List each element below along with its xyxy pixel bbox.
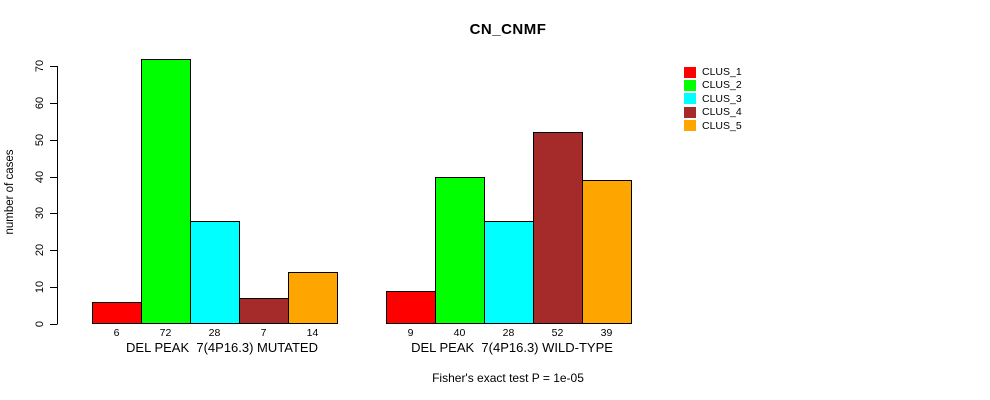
legend-item: CLUS_2 [684, 79, 742, 91]
y-tick-label: 20 [34, 244, 46, 257]
bar-value-label: 7 [260, 327, 267, 339]
bar-clus_2-group1 [141, 58, 191, 324]
bar-clus_5-group1 [288, 272, 338, 324]
legend: CLUS_1 CLUS_2 CLUS_3 CLUS_4 CLUS_5 [684, 66, 794, 141]
bar-clus_4-group1 [239, 298, 289, 324]
bar-clus_5-group2 [582, 180, 632, 324]
y-tick-label: 10 [34, 281, 46, 294]
legend-swatch [684, 120, 696, 132]
legend-item: CLUS_4 [684, 106, 742, 118]
y-tick-label: 60 [34, 96, 46, 109]
y-tick-label: 50 [34, 133, 46, 146]
legend-label: CLUS_4 [702, 106, 742, 119]
bar-clus_4-group2 [533, 132, 583, 324]
legend-swatch [684, 79, 696, 91]
bar-clus_1-group1 [92, 301, 142, 324]
chart-title: CN_CNMF [469, 21, 547, 38]
legend-label: CLUS_3 [702, 92, 742, 105]
bar-value-label: 28 [502, 327, 515, 339]
legend-swatch [684, 106, 696, 118]
legend-swatch [684, 66, 696, 78]
y-tick-label: 30 [34, 207, 46, 220]
legend-swatch [684, 93, 696, 105]
bar-clus_1-group2 [386, 290, 436, 324]
bar-value-label: 14 [306, 327, 319, 339]
legend-item: CLUS_5 [684, 120, 742, 132]
bar-clus_3-group2 [484, 220, 534, 324]
bar-value-label: 9 [407, 327, 414, 339]
legend-item: CLUS_3 [684, 93, 742, 105]
group-label: DEL PEAK 7(4P16.3) WILD-TYPE [411, 340, 613, 355]
bar-value-label: 28 [208, 327, 221, 339]
bar-value-label: 52 [551, 327, 564, 339]
footer-caption: Fisher's exact test P = 1e-05 [432, 371, 584, 385]
legend-label: CLUS_1 [702, 66, 742, 78]
legend-label: CLUS_5 [702, 119, 742, 132]
bar-value-label: 72 [159, 327, 172, 339]
y-tick-label: 40 [34, 170, 46, 183]
bar-clus_2-group2 [435, 176, 485, 324]
bar-value-label: 40 [453, 327, 466, 339]
bar-value-label: 39 [600, 327, 613, 339]
group-label: DEL PEAK 7(4P16.3) MUTATED [126, 340, 318, 355]
bar-clus_3-group1 [190, 220, 240, 324]
bar-value-label: 6 [113, 327, 120, 339]
y-axis-path [50, 66, 58, 325]
y-tick-label: 0 [34, 320, 46, 328]
legend-item: CLUS_1 [684, 66, 742, 78]
y-tick-label: 70 [34, 59, 46, 73]
legend-label: CLUS_2 [702, 79, 742, 92]
